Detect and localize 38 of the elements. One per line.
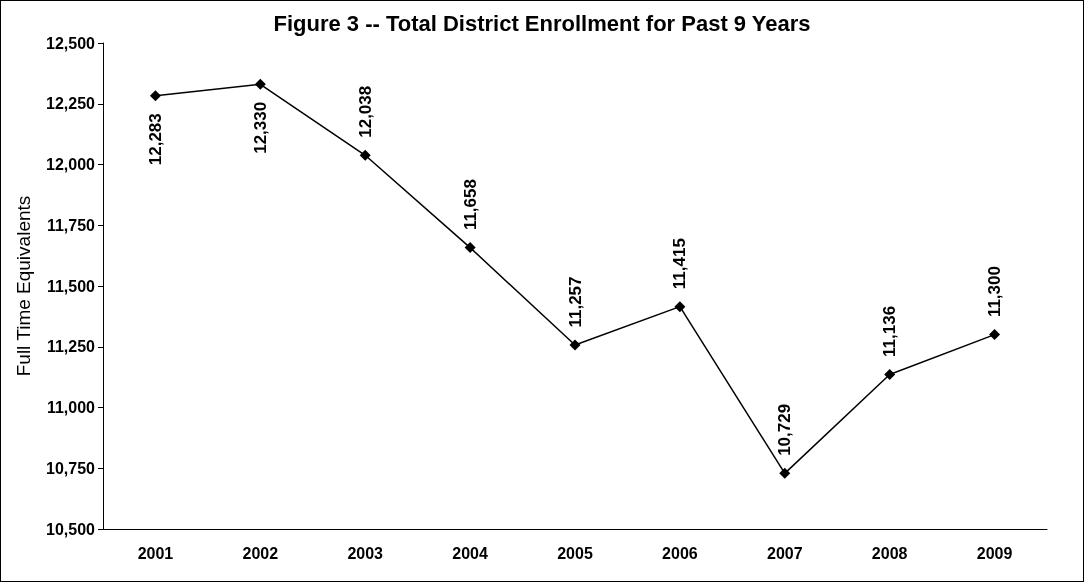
chart-title: Figure 3 -- Total District Enrollment for Past 9 Years: [273, 10, 811, 36]
x-tick-label: 2001: [137, 544, 174, 562]
x-tick-label: 2003: [347, 544, 384, 562]
data-label: 10,729: [775, 403, 795, 456]
data-label: 12,330: [250, 101, 270, 154]
x-tick-label: 2005: [557, 544, 593, 562]
x-tick-label: 2004: [452, 544, 489, 562]
x-tick-label: 2002: [242, 544, 279, 562]
point: [254, 78, 266, 90]
y-tick-label: 12,500: [46, 34, 96, 52]
point: [464, 242, 476, 254]
point: [989, 329, 1001, 341]
data-label: 11,658: [460, 179, 480, 231]
point: [779, 467, 791, 479]
x-tick-label: 2007: [766, 544, 803, 562]
y-tick-label: 12,000: [46, 156, 96, 173]
data-label: 11,136: [880, 305, 900, 357]
y-tick-label: 11,750: [46, 216, 96, 234]
point: [359, 149, 371, 161]
x-tick-label: 2006: [662, 544, 698, 562]
data-label: 11,257: [565, 276, 585, 328]
y-tick-label: 11,500: [46, 277, 96, 295]
y-tick-label: 11,000: [46, 399, 96, 416]
x-tick-label: 2009: [976, 544, 1013, 562]
point: [569, 339, 581, 351]
point: [674, 301, 686, 313]
y-tick-label: 10,500: [46, 520, 96, 538]
data-label: 12,283: [145, 113, 165, 166]
y-tick-label: 10,750: [46, 459, 96, 477]
data-label: 11,415: [670, 238, 690, 290]
point: [884, 368, 896, 380]
data-label: 11,300: [985, 266, 1005, 318]
y-tick-label: 11,250: [46, 338, 96, 356]
x-tick-label: 2008: [871, 544, 908, 562]
y-tick-label: 12,250: [46, 95, 96, 113]
data-label: 12,038: [355, 85, 375, 138]
point: [149, 90, 161, 102]
y-axis-title: Full Time Equivalents: [13, 195, 34, 377]
